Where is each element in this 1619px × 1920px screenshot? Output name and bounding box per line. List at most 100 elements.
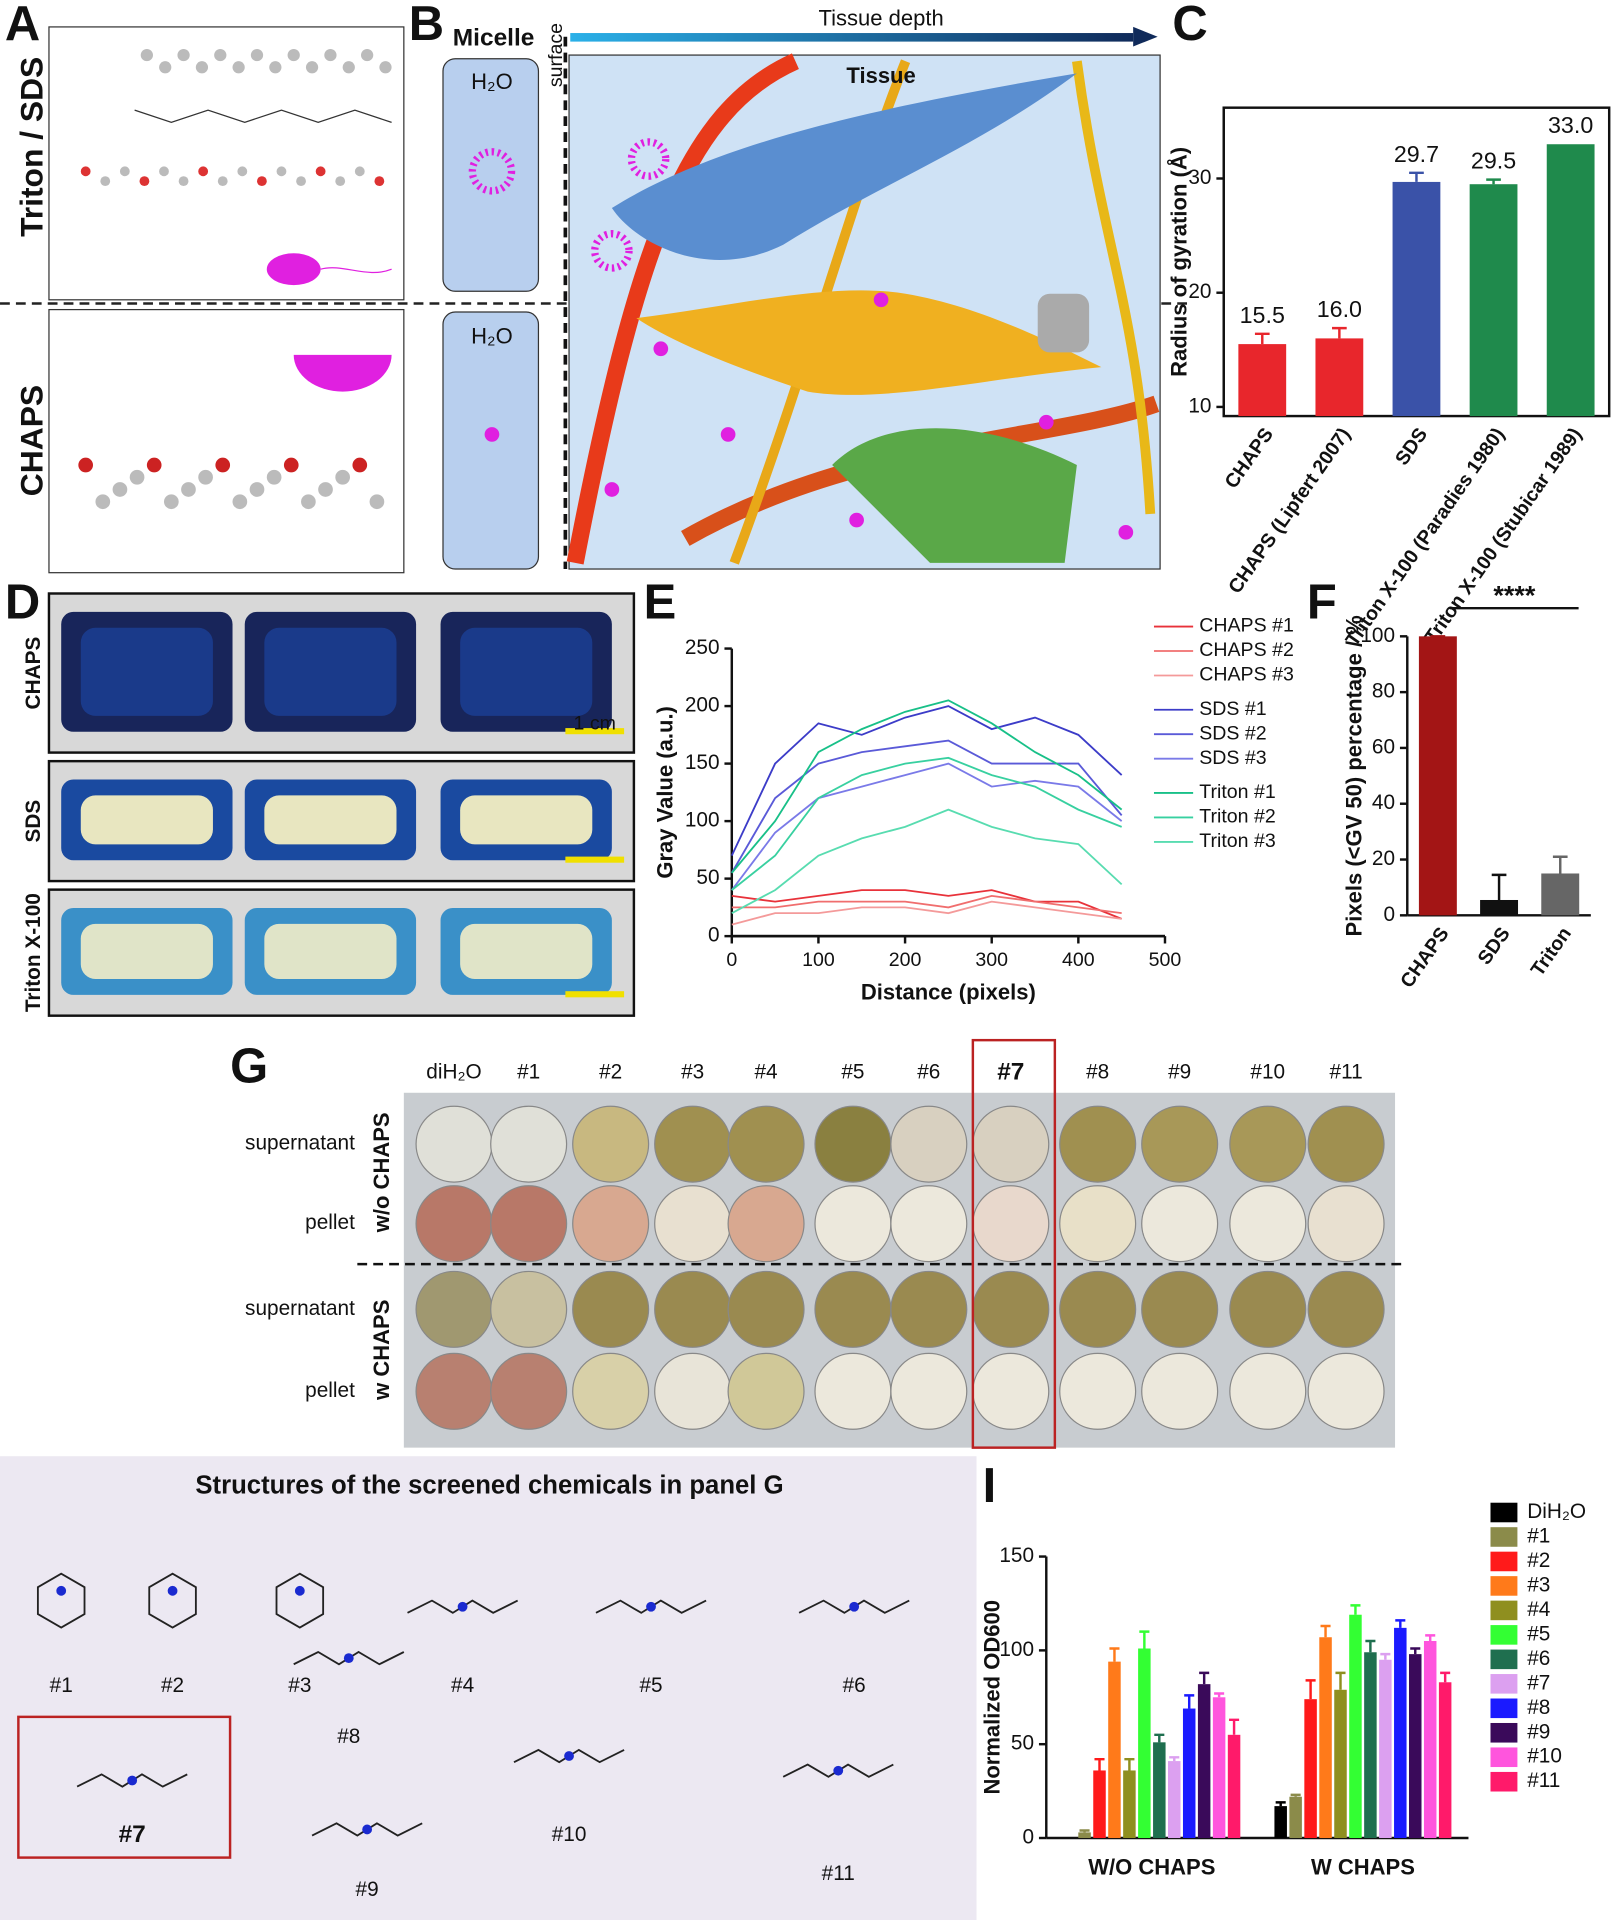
- legend-label: Triton #2: [1199, 806, 1275, 828]
- legend-swatch: [1490, 1600, 1518, 1621]
- compound-label: #11: [822, 1862, 855, 1885]
- line-series: [731, 894, 1122, 915]
- well: [1229, 1352, 1307, 1430]
- well: [1307, 1105, 1385, 1183]
- atom: [217, 176, 228, 187]
- well: [727, 1352, 805, 1430]
- atom: [139, 176, 150, 187]
- well: [1307, 1185, 1385, 1263]
- atom: [352, 457, 368, 473]
- well: [814, 1105, 892, 1183]
- well: [1059, 1105, 1137, 1183]
- tissue-core: [80, 795, 213, 845]
- ring: [36, 1572, 86, 1629]
- micelle-icon: [266, 253, 321, 286]
- row-label: Triton X-100: [22, 893, 45, 1012]
- atom: [100, 176, 111, 187]
- atom: [146, 457, 162, 473]
- nitrogen: [56, 1585, 67, 1596]
- chain: [134, 109, 392, 124]
- x-tick-label: W CHAPS: [1311, 1854, 1415, 1879]
- bar: [1197, 1684, 1211, 1839]
- compound-label: #2: [161, 1674, 184, 1697]
- atom: [283, 457, 299, 473]
- line-series: [731, 756, 1123, 891]
- depth-arrow: [570, 33, 1134, 42]
- micelle-box: [442, 58, 540, 292]
- bar: [1093, 1770, 1106, 1839]
- side-label: Triton / SDS: [14, 57, 50, 237]
- atom: [95, 494, 111, 510]
- legend-swatch: [1490, 1625, 1518, 1645]
- scale-label: 1 cm: [574, 713, 616, 735]
- bar: [1138, 1648, 1151, 1839]
- y-tick-label: 200: [685, 694, 720, 717]
- value-label: 33.0: [1548, 112, 1593, 138]
- well: [972, 1352, 1050, 1430]
- column-label: #11: [1330, 1061, 1363, 1084]
- error-bar: [1410, 1647, 1421, 1655]
- well: [1229, 1185, 1307, 1263]
- atom: [163, 494, 179, 510]
- legend-label: #2: [1527, 1549, 1550, 1572]
- line-series: [730, 705, 1123, 857]
- well: [490, 1270, 568, 1348]
- atom: [269, 61, 282, 74]
- well: [814, 1352, 892, 1430]
- row-label: CHAPS: [22, 637, 45, 710]
- nitrogen: [457, 1601, 468, 1612]
- error-bar: [1332, 326, 1347, 339]
- error-bar: [1350, 1604, 1361, 1615]
- compound-label: #10: [552, 1823, 587, 1846]
- atom: [214, 48, 227, 62]
- well: [415, 1270, 493, 1348]
- bar: [1274, 1806, 1287, 1839]
- tissue-core: [80, 627, 213, 716]
- y-tick-label: 50: [696, 866, 719, 889]
- x-tick-label: SDS: [1391, 424, 1432, 470]
- atom: [335, 469, 350, 485]
- atom: [361, 48, 374, 62]
- legend-swatch: [1490, 1551, 1518, 1572]
- column-label: #7: [997, 1059, 1024, 1086]
- cell: [1037, 293, 1090, 353]
- atom: [237, 166, 248, 177]
- bar: [1319, 1637, 1332, 1839]
- legend-swatch: [1490, 1576, 1518, 1596]
- atom: [276, 166, 287, 177]
- well: [654, 1185, 732, 1263]
- atom: [296, 176, 306, 187]
- bar: [1546, 144, 1595, 417]
- compound-label: #5: [639, 1674, 662, 1697]
- atom: [379, 61, 392, 74]
- well: [572, 1270, 650, 1348]
- compound-label: #1: [50, 1674, 73, 1697]
- well: [1229, 1270, 1307, 1348]
- error-bar: [1229, 1718, 1240, 1735]
- atom: [159, 61, 172, 74]
- panel-letter: F: [1307, 576, 1337, 630]
- well: [415, 1352, 493, 1430]
- well: [727, 1105, 805, 1183]
- legend-label: #11: [1527, 1769, 1560, 1792]
- legend-label: Triton #1: [1199, 781, 1275, 803]
- atom: [198, 166, 209, 177]
- atom: [342, 61, 355, 74]
- well: [654, 1270, 732, 1348]
- panel-letter: E: [644, 576, 677, 630]
- micelle: [720, 427, 736, 442]
- nitrogen: [849, 1601, 860, 1612]
- error-bar: [1290, 1793, 1301, 1797]
- atom: [369, 494, 385, 510]
- legend-swatch: [1490, 1527, 1518, 1547]
- atom: [140, 48, 153, 62]
- nitrogen: [564, 1751, 574, 1761]
- compound-label: #6: [843, 1674, 866, 1697]
- x-axis-label: Distance (pixels): [861, 979, 1036, 1004]
- legend-swatch: [1490, 1771, 1518, 1792]
- y-axis-label: Radius of gyration (Å): [1166, 147, 1192, 377]
- well: [1141, 1105, 1219, 1183]
- error-bar: [1425, 1634, 1436, 1641]
- x-tick-label: SDS: [1474, 923, 1515, 969]
- column-label: #4: [754, 1061, 777, 1084]
